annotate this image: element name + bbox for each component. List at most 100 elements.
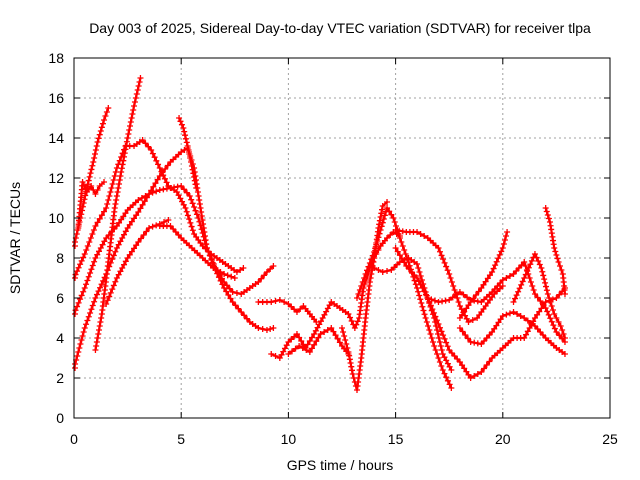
data-point: [473, 292, 479, 298]
data-point: [120, 213, 127, 220]
data-point: [469, 317, 476, 323]
data-point: [304, 341, 311, 348]
data-point: [258, 275, 265, 282]
data-point: [228, 273, 235, 280]
data-point: [439, 367, 446, 373]
data-point: [431, 297, 438, 304]
data-point: [138, 235, 144, 242]
data-point: [116, 181, 123, 187]
data-point: [186, 216, 193, 223]
data-point: [414, 229, 421, 235]
data-point: [115, 161, 122, 168]
data-point: [384, 205, 391, 211]
data-point: [388, 211, 395, 218]
data-point: [524, 328, 531, 335]
data-point: [408, 269, 415, 275]
data-point: [167, 223, 174, 229]
data-point: [183, 208, 190, 215]
data-point: [499, 277, 506, 283]
data-point: [186, 193, 193, 199]
data-point: [522, 263, 529, 269]
data-point: [446, 347, 453, 353]
data-point: [358, 283, 365, 289]
data-point: [559, 327, 566, 333]
data-point: [434, 351, 441, 357]
data-point: [223, 282, 230, 289]
data-point: [162, 166, 169, 172]
data-point: [94, 187, 101, 193]
data-point: [443, 263, 450, 270]
data-point: [417, 296, 424, 303]
data-point: [140, 232, 147, 238]
data-point: [504, 229, 511, 235]
data-point: [326, 302, 333, 309]
data-point: [92, 255, 99, 261]
data-point: [514, 311, 521, 317]
data-point: [75, 349, 82, 355]
data-point: [92, 347, 99, 353]
data-point: [187, 219, 194, 226]
data-point: [556, 263, 563, 269]
data-point: [189, 166, 196, 173]
data-point: [491, 325, 498, 332]
data-point: [392, 245, 399, 251]
data-point: [105, 232, 112, 238]
data-point: [119, 235, 126, 241]
data-point: [84, 317, 91, 324]
series-track-22: [542, 205, 568, 297]
data-point: [163, 179, 170, 186]
data-point: [191, 204, 198, 210]
data-point: [272, 353, 279, 359]
data-point: [424, 295, 431, 301]
data-point: [118, 216, 125, 223]
data-point: [438, 347, 445, 353]
data-point: [459, 362, 466, 369]
data-point: [191, 174, 198, 180]
data-point: [347, 314, 354, 321]
data-point: [344, 345, 351, 351]
data-point: [267, 326, 274, 332]
data-point: [465, 371, 472, 378]
data-point: [534, 311, 541, 318]
data-point: [489, 289, 496, 295]
data-point: [94, 335, 101, 341]
data-point: [456, 303, 463, 309]
data-point: [470, 295, 477, 302]
data-point: [432, 347, 439, 353]
data-point: [221, 285, 228, 291]
data-point: [391, 264, 398, 271]
data-point: [436, 339, 443, 345]
data-point: [184, 143, 191, 149]
data-point: [512, 295, 519, 302]
data-point: [549, 307, 556, 313]
data-point: [517, 313, 524, 319]
data-point: [98, 212, 105, 219]
data-point: [235, 305, 242, 312]
data-point: [281, 345, 288, 352]
data-point: [241, 312, 248, 319]
data-point: [232, 302, 239, 309]
data-point: [199, 243, 206, 249]
data-point: [115, 185, 122, 191]
data-point: [460, 291, 467, 298]
data-point: [553, 315, 560, 321]
data-point: [441, 370, 448, 377]
data-point: [105, 197, 112, 203]
data-point: [276, 355, 283, 361]
data-point: [179, 198, 186, 205]
data-point: [190, 170, 197, 177]
data-point: [515, 288, 522, 295]
data-point: [379, 269, 386, 275]
data-point: [524, 268, 531, 275]
data-point: [80, 288, 87, 295]
data-point: [474, 340, 481, 347]
data-point: [388, 267, 395, 273]
data-point: [110, 177, 117, 183]
data-point: [237, 267, 244, 273]
data-point: [444, 377, 451, 384]
data-point: [467, 339, 474, 345]
data-point: [482, 278, 489, 285]
data-point: [268, 299, 275, 305]
data-point: [324, 327, 331, 333]
data-point: [425, 323, 432, 329]
